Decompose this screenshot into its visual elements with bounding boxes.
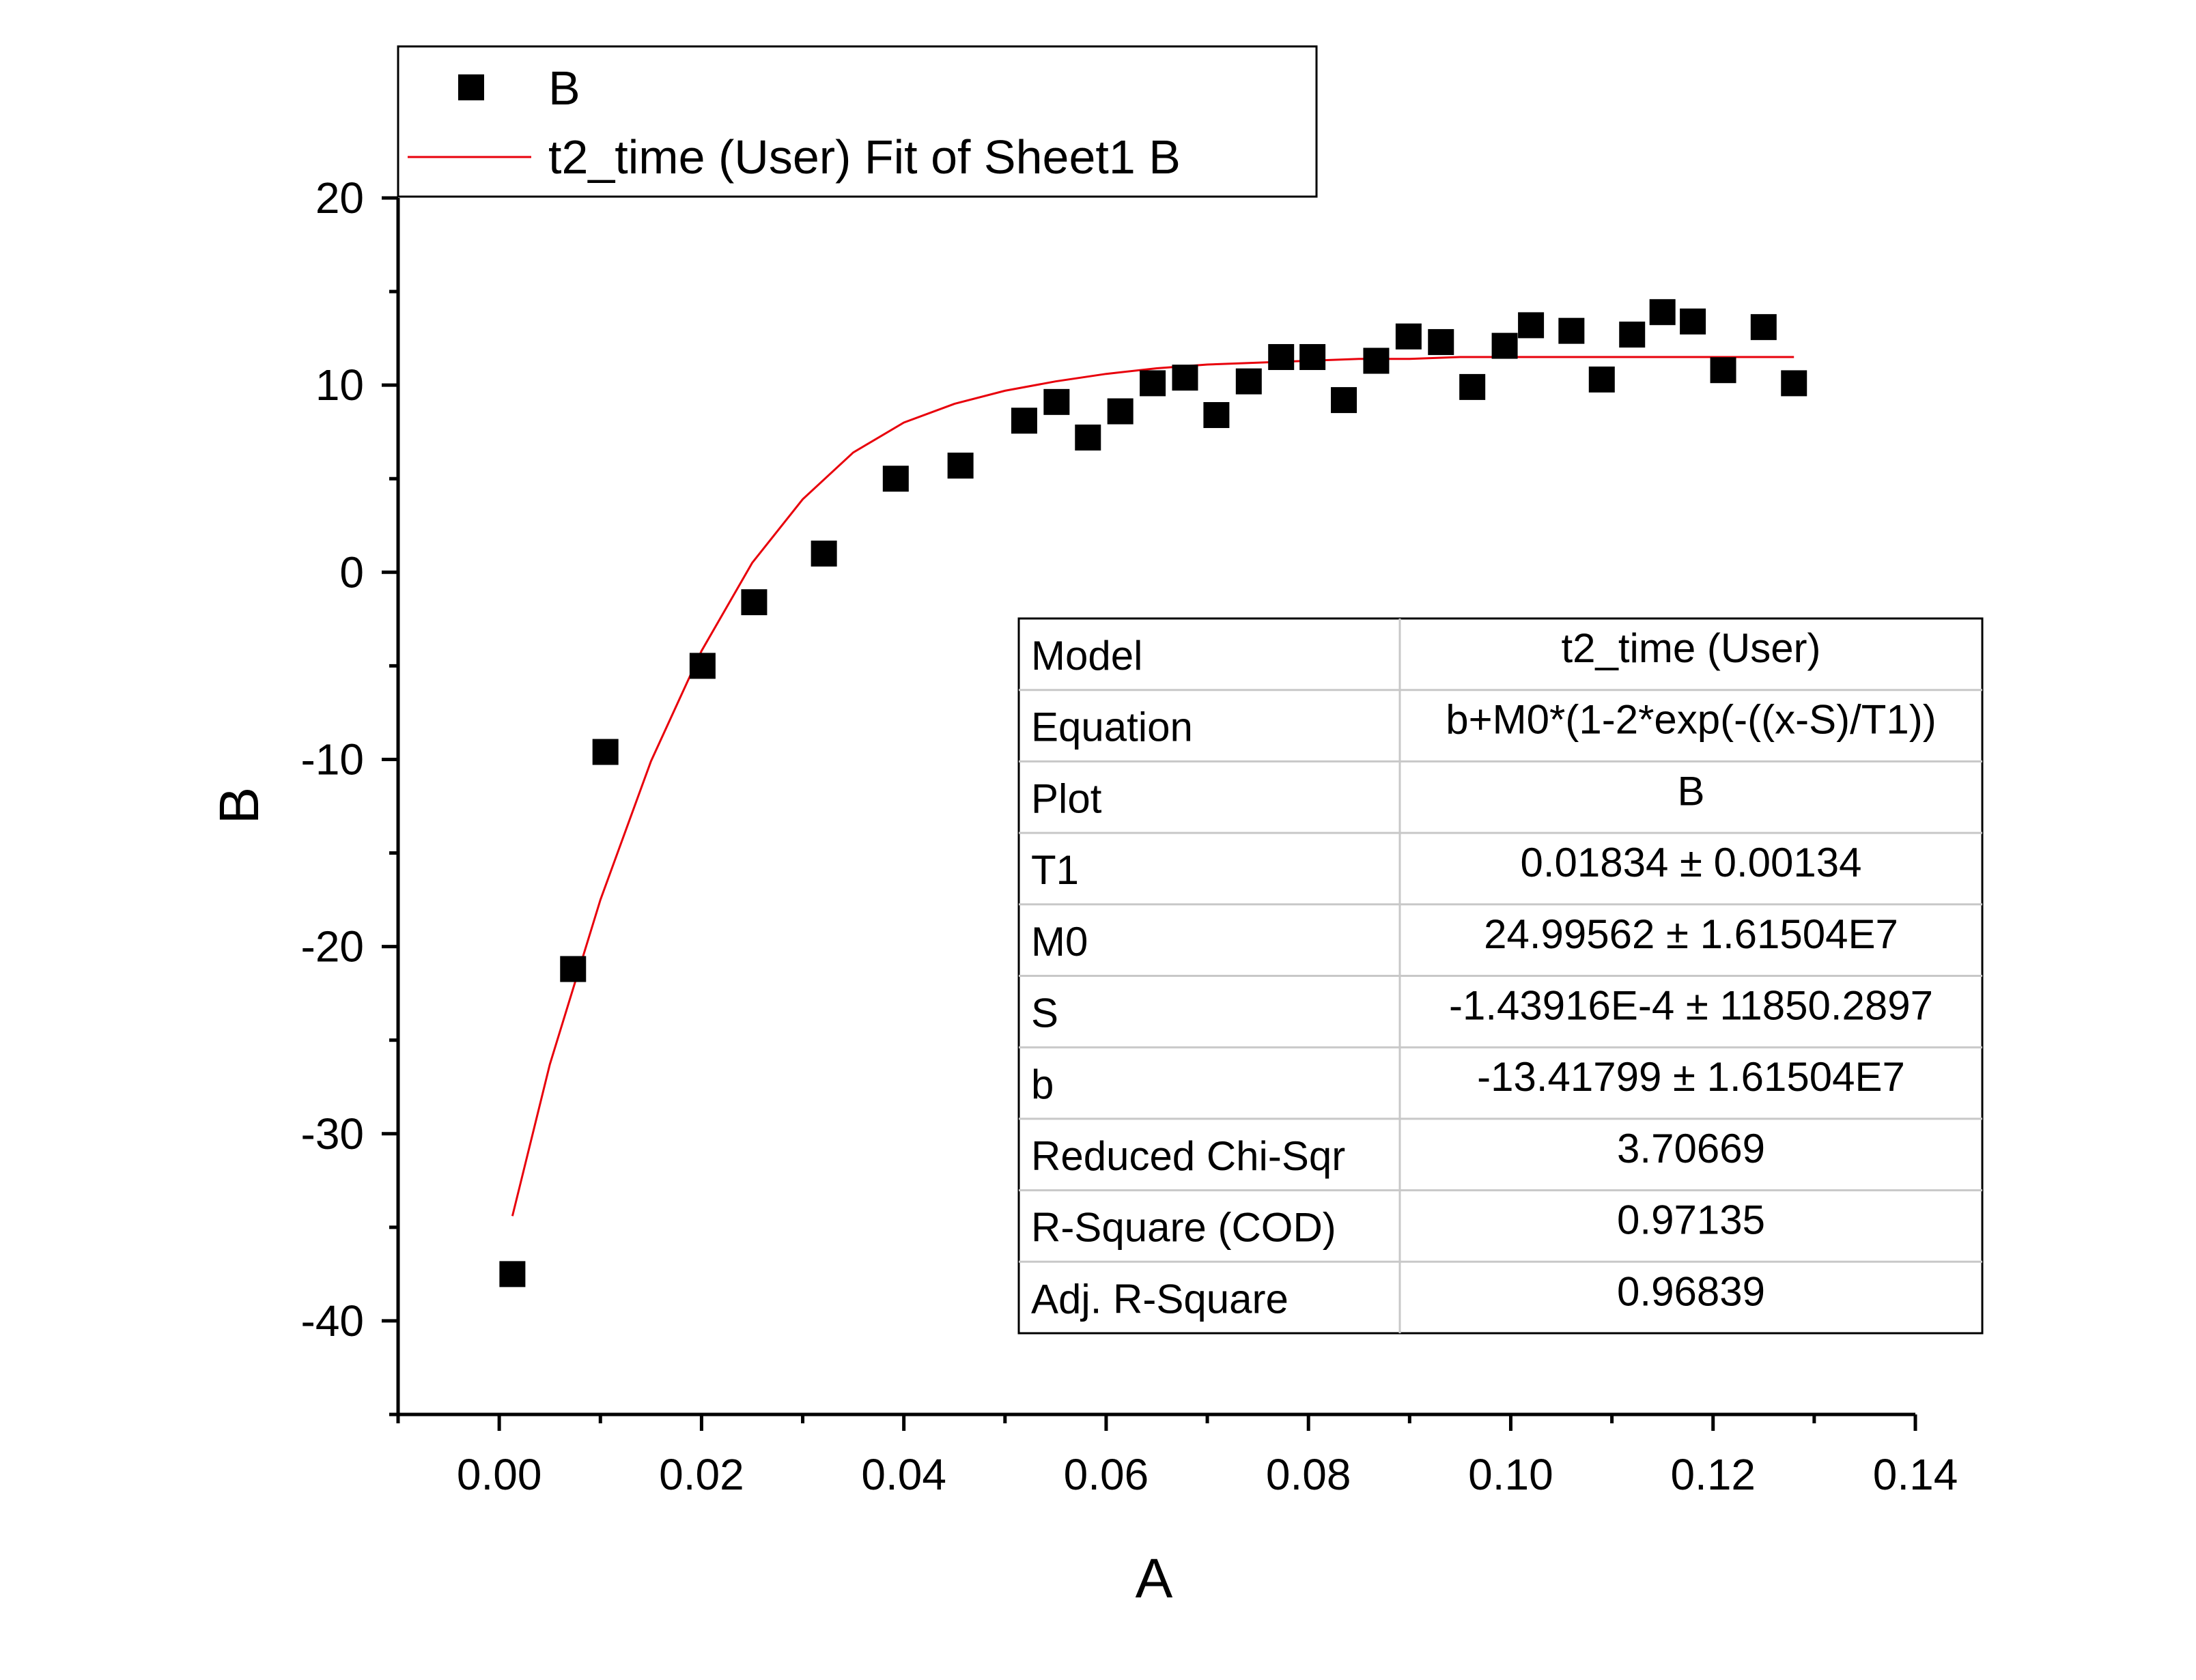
data-point [741, 589, 768, 616]
x-tick-label: 0.10 [1468, 1450, 1553, 1499]
legend-label: B [548, 61, 580, 115]
data-point [1750, 314, 1777, 341]
x-tick-label: 0.12 [1670, 1450, 1756, 1499]
data-point [560, 956, 587, 982]
table-row-value: b+M0*(1-2*exp(-((x-S)/T1)) [1446, 697, 1936, 743]
data-point [1172, 365, 1198, 391]
table-row-value: -1.43916E-4 ± 11850.2897 [1449, 983, 1933, 1029]
x-tick-label: 0.08 [1266, 1450, 1351, 1499]
y-tick-label: 10 [315, 360, 364, 410]
table-row-label: M0 [1031, 919, 1088, 965]
data-point [1588, 366, 1615, 393]
x-tick-label: 0.04 [861, 1450, 946, 1499]
x-axis-title: A [1136, 1548, 1173, 1610]
table-row-label: Model [1031, 633, 1142, 679]
y-tick-label: -40 [301, 1296, 365, 1346]
table-row-label: Equation [1031, 704, 1193, 750]
data-point [1235, 368, 1262, 395]
x-tick-label: 0.14 [1873, 1450, 1958, 1499]
x-tick-label: 0.06 [1064, 1450, 1149, 1499]
y-tick-label: 0 [339, 547, 364, 597]
table-row-label: T1 [1031, 847, 1079, 893]
table-row-label: S [1031, 991, 1058, 1036]
table-row-label: b [1031, 1062, 1054, 1107]
data-point [1491, 332, 1518, 359]
data-point [1043, 388, 1070, 415]
data-point [689, 653, 716, 679]
x-tick-label: 0.02 [659, 1450, 744, 1499]
legend-label: t2_time (User) Fit of Sheet1 B [548, 130, 1181, 184]
data-point [1781, 370, 1807, 397]
fit-curve-layer [511, 356, 1794, 1216]
table-row-value: 0.97135 [1617, 1197, 1765, 1243]
table-row-value: t2_time (User) [1561, 625, 1820, 671]
data-point [1075, 424, 1101, 451]
table-row-value: 24.99562 ± 1.61504E7 [1484, 911, 1898, 957]
axes-frame [396, 198, 1915, 1416]
table-row-label: R-Square (COD) [1031, 1205, 1336, 1251]
data-point [499, 1261, 526, 1287]
data-point [1558, 317, 1585, 344]
fit-results-table: Model t2_time (User) Equation b+M0*(1-2*exp… [1017, 617, 1984, 1335]
table-row-label: Reduced Chi-Sqr [1031, 1133, 1345, 1179]
data-point [1363, 347, 1390, 374]
y-tick-label: 20 [315, 173, 364, 223]
data-point [1203, 402, 1230, 429]
data-points-layer [499, 299, 1807, 1287]
y-tick-label: -30 [301, 1109, 365, 1158]
data-point [1619, 322, 1646, 348]
x-tick-label: 0.00 [457, 1450, 542, 1499]
y-axis-ticks: 20 10 0 -10 -20 -30 -40 [301, 173, 398, 1416]
table-row-value: B [1677, 768, 1704, 814]
legend-marker-square [458, 74, 484, 100]
data-point [811, 540, 837, 567]
data-point [882, 466, 909, 492]
table-row-label: Plot [1031, 775, 1102, 821]
legend-box [397, 45, 1318, 198]
data-point [1299, 344, 1326, 371]
table-row-value: 0.01834 ± 0.00134 [1520, 840, 1861, 885]
data-point [1268, 344, 1295, 371]
data-point [1011, 408, 1037, 434]
data-point [1649, 299, 1676, 326]
data-point [1459, 373, 1486, 400]
table-row-value: -13.41799 ± 1.61504E7 [1477, 1054, 1905, 1100]
table-row-value: 0.96839 [1617, 1268, 1765, 1314]
data-point [947, 453, 974, 479]
data-point [1395, 323, 1422, 350]
table-row-label: Adj. R-Square [1031, 1276, 1289, 1322]
y-tick-label: -20 [301, 922, 365, 971]
data-point [592, 739, 619, 765]
y-axis-title: B [208, 787, 270, 825]
data-point [1140, 370, 1166, 397]
x-axis-ticks: 0.00 0.02 0.04 0.06 0.08 0.10 0.12 0.14 [396, 1414, 1958, 1499]
data-point [1331, 387, 1357, 414]
y-tick-label: -10 [301, 735, 365, 784]
data-point [1107, 398, 1134, 425]
data-point [1428, 329, 1454, 356]
table-row-value: 3.70669 [1617, 1126, 1765, 1171]
data-point [1518, 312, 1545, 339]
fit-curve [511, 356, 1794, 1216]
legend: Bt2_time (User) Fit of Sheet1 B [397, 45, 1318, 198]
data-point [1680, 308, 1706, 334]
data-point [1710, 357, 1736, 384]
